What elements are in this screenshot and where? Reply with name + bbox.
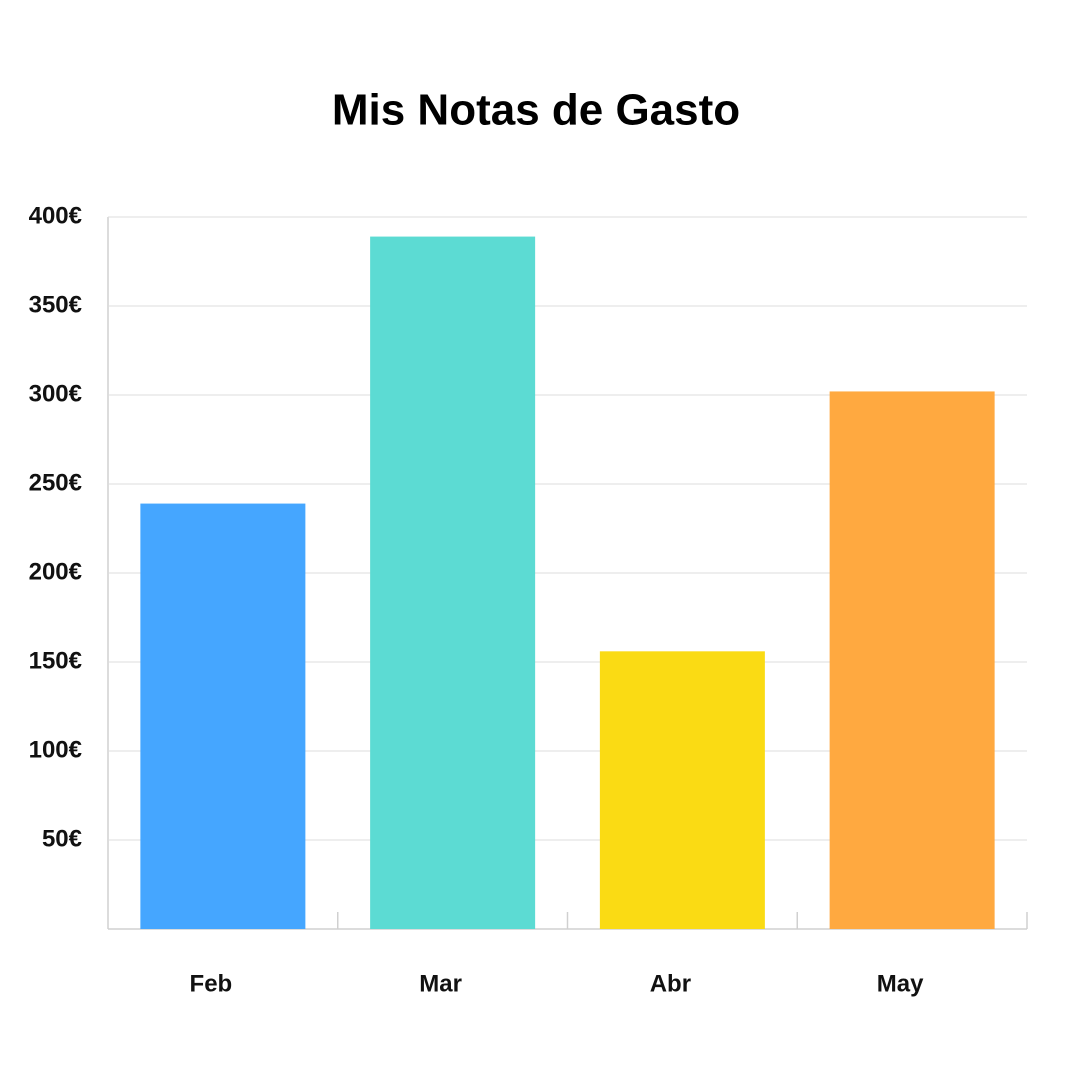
y-tick-label: 250€ [29, 469, 82, 496]
y-tick-label: 50€ [42, 825, 82, 852]
y-tick-label: 150€ [29, 647, 82, 674]
x-tick-label: Abr [650, 970, 691, 997]
x-tick-label: Feb [190, 970, 233, 997]
y-tick-label: 400€ [29, 202, 82, 229]
bar [829, 391, 995, 929]
x-tick-label: May [877, 970, 924, 997]
bar [599, 651, 765, 929]
y-tick-label: 200€ [29, 558, 82, 585]
chart-title: Mis Notas de Gasto [332, 86, 740, 135]
x-tick-label: Mar [419, 970, 462, 997]
bar [370, 236, 536, 929]
y-tick-label: 100€ [29, 736, 82, 763]
bar [140, 503, 306, 929]
y-tick-label: 350€ [29, 291, 82, 318]
y-tick-label: 300€ [29, 380, 82, 407]
